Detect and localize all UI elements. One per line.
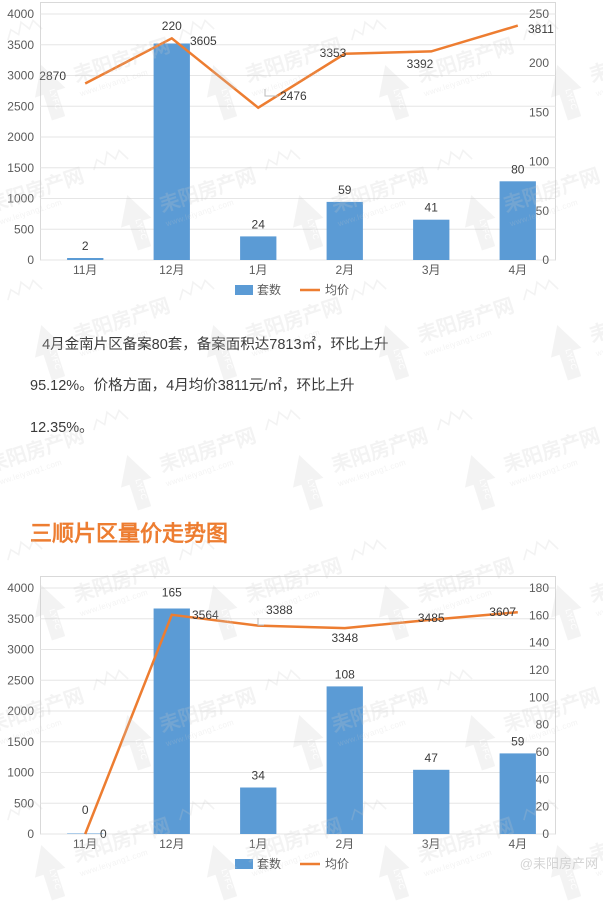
- svg-text:套数: 套数: [257, 282, 281, 297]
- svg-text:0: 0: [27, 253, 34, 267]
- svg-text:@耒阳房产网: @耒阳房产网: [520, 856, 598, 871]
- svg-text:2000: 2000: [7, 130, 34, 144]
- svg-text:0: 0: [100, 827, 107, 841]
- svg-text:3348: 3348: [331, 631, 358, 645]
- svg-text:60: 60: [536, 745, 550, 759]
- svg-text:4000: 4000: [7, 581, 34, 595]
- svg-text:0: 0: [82, 803, 89, 817]
- svg-text:3607: 3607: [489, 605, 516, 619]
- svg-text:12月: 12月: [159, 263, 184, 277]
- svg-text:均价: 均价: [325, 283, 349, 297]
- svg-text:3500: 3500: [7, 612, 34, 626]
- svg-text:59: 59: [338, 183, 352, 197]
- svg-text:108: 108: [335, 667, 355, 681]
- svg-text:0: 0: [27, 827, 34, 841]
- svg-text:1500: 1500: [7, 161, 34, 175]
- svg-text:11月: 11月: [73, 263, 97, 277]
- svg-text:1000: 1000: [7, 192, 34, 206]
- svg-text:2476: 2476: [280, 89, 307, 103]
- svg-text:47: 47: [425, 751, 439, 765]
- svg-text:250: 250: [529, 7, 549, 21]
- svg-text:4月: 4月: [508, 263, 527, 277]
- svg-text:1月: 1月: [249, 263, 268, 277]
- svg-text:3564: 3564: [192, 608, 219, 622]
- svg-text:套数: 套数: [257, 856, 281, 871]
- svg-text:34: 34: [252, 769, 266, 783]
- svg-text:3353: 3353: [320, 46, 347, 60]
- svg-text:3月: 3月: [422, 837, 441, 851]
- svg-text:80: 80: [536, 718, 550, 732]
- svg-text:2月: 2月: [335, 263, 354, 277]
- svg-text:500: 500: [14, 222, 34, 236]
- svg-text:59: 59: [511, 734, 525, 748]
- svg-text:220: 220: [162, 19, 182, 33]
- svg-text:3392: 3392: [407, 57, 434, 71]
- svg-text:3605: 3605: [190, 34, 217, 48]
- svg-text:3811: 3811: [528, 22, 554, 36]
- svg-text:41: 41: [425, 201, 439, 215]
- svg-text:3000: 3000: [7, 643, 34, 657]
- svg-text:3485: 3485: [418, 611, 445, 625]
- svg-text:160: 160: [529, 608, 549, 622]
- svg-text:1500: 1500: [7, 735, 34, 749]
- svg-text:11月: 11月: [73, 837, 97, 851]
- svg-text:12月: 12月: [159, 837, 184, 851]
- svg-text:2500: 2500: [7, 673, 34, 687]
- svg-text:0: 0: [542, 253, 549, 267]
- svg-text:4000: 4000: [7, 7, 34, 21]
- svg-text:0: 0: [542, 827, 549, 841]
- svg-text:50: 50: [536, 204, 550, 218]
- svg-text:3388: 3388: [266, 603, 293, 617]
- svg-text:100: 100: [529, 690, 549, 704]
- svg-text:2月: 2月: [335, 837, 354, 851]
- svg-text:均价: 均价: [325, 857, 349, 871]
- svg-text:1000: 1000: [7, 766, 34, 780]
- svg-text:1月: 1月: [249, 837, 268, 851]
- svg-text:2000: 2000: [7, 704, 34, 718]
- svg-text:500: 500: [14, 796, 34, 810]
- svg-text:3000: 3000: [7, 69, 34, 83]
- svg-text:2870: 2870: [39, 69, 66, 83]
- svg-text:4月: 4月: [508, 837, 527, 851]
- svg-text:24: 24: [252, 217, 266, 231]
- svg-text:2: 2: [82, 239, 89, 253]
- svg-text:100: 100: [529, 155, 549, 169]
- svg-text:40: 40: [536, 772, 550, 786]
- svg-text:200: 200: [529, 56, 549, 70]
- svg-text:140: 140: [529, 636, 549, 650]
- svg-text:2500: 2500: [7, 99, 34, 113]
- svg-text:120: 120: [529, 663, 549, 677]
- svg-text:150: 150: [529, 105, 549, 119]
- svg-text:80: 80: [511, 162, 525, 176]
- svg-text:3500: 3500: [7, 38, 34, 52]
- svg-text:20: 20: [536, 800, 550, 814]
- svg-text:3月: 3月: [422, 263, 441, 277]
- svg-text:165: 165: [162, 586, 182, 600]
- svg-text:180: 180: [529, 581, 549, 595]
